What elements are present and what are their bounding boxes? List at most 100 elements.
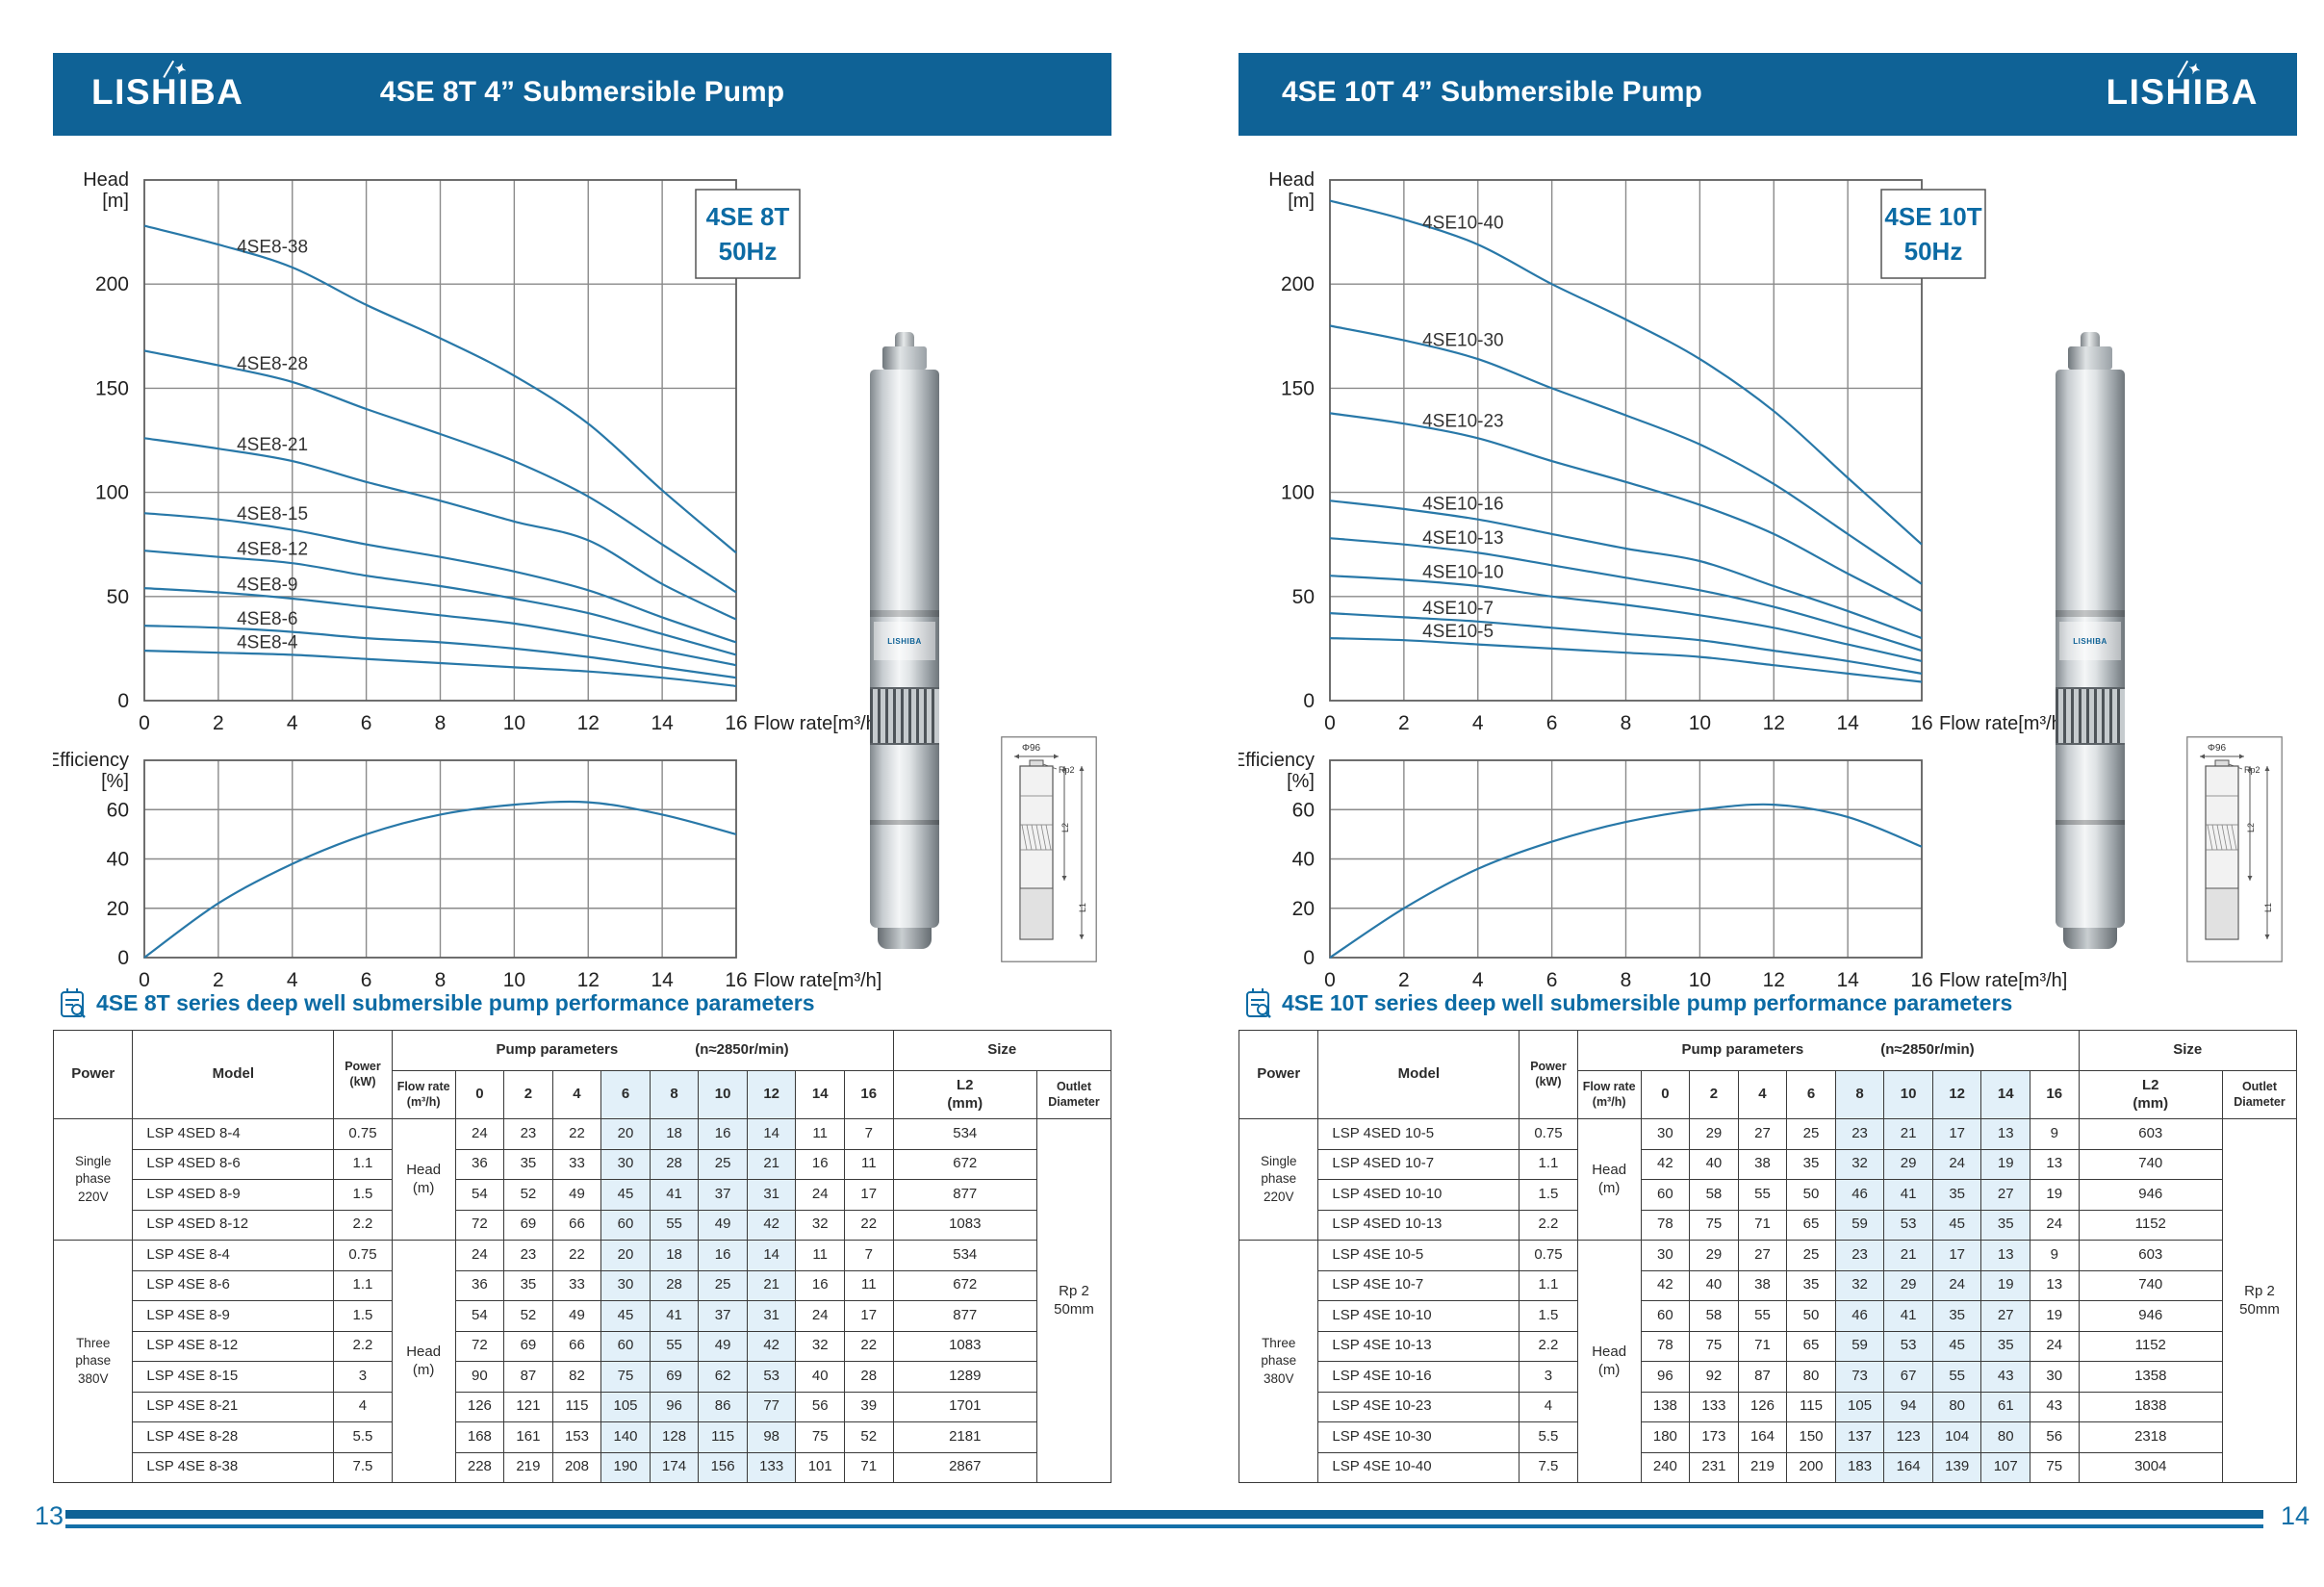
head-value-cell: 24 [454, 1118, 505, 1150]
svg-text:16: 16 [725, 712, 747, 734]
head-value-cell: 35 [1980, 1330, 2030, 1362]
head-value-cell: 78 [1640, 1209, 1691, 1241]
head-value-cell: 50 [1786, 1179, 1836, 1211]
head-value-cell: 60 [600, 1330, 651, 1362]
svg-text:Rp2: Rp2 [2244, 765, 2260, 775]
col-header-flow-4: 4 [1737, 1070, 1788, 1119]
head-value-cell: 16 [795, 1148, 845, 1180]
head-value-cell: 71 [843, 1451, 894, 1483]
head-value-cell: 16 [698, 1240, 748, 1271]
svg-text:10: 10 [503, 969, 525, 991]
phase-label: Single phase 220V [52, 1118, 134, 1241]
chart-grid [144, 180, 736, 701]
head-value-cell: 62 [698, 1361, 748, 1393]
head-value-cell: 11 [795, 1118, 845, 1150]
head-value-cell: 219 [503, 1451, 553, 1483]
power-kw-cell: 1.1 [333, 1148, 393, 1180]
head-value-cell: 139 [1931, 1451, 1982, 1483]
col-header-flow-16: 16 [2029, 1070, 2080, 1119]
table-title-right: 4SE 10T series deep well submersible pum… [1243, 983, 2012, 1023]
head-value-cell: 37 [698, 1179, 748, 1211]
table-row: LSP 4SE 10-30 5.5 180 173 164 150 137 123 104 80 5… [1239, 1421, 2297, 1453]
model-cell: LSP 4SED 10-10 [1317, 1179, 1520, 1211]
col-header-flow-6: 6 [600, 1070, 651, 1119]
head-value-cell: 65 [1786, 1209, 1836, 1241]
svg-text:0: 0 [1324, 969, 1336, 991]
head-value-cell: 40 [1689, 1148, 1739, 1180]
svg-text:Rp2: Rp2 [1059, 765, 1075, 775]
head-value-cell: 55 [1737, 1179, 1788, 1211]
svg-text:4SE10-30: 4SE10-30 [1422, 330, 1504, 350]
page-title: 4SE 10T 4” Submersible Pump [1282, 76, 1702, 108]
head-value-cell: 45 [600, 1300, 651, 1332]
pump-parameters-label: Pump parameters [496, 1041, 619, 1059]
model-cell: LSP 4SE 8-12 [132, 1330, 335, 1362]
l2-cell: 877 [892, 1300, 1037, 1332]
head-value-cell: 27 [1980, 1300, 2030, 1332]
model-cell: LSP 4SED 8-12 [132, 1209, 335, 1241]
svg-text:16: 16 [725, 969, 747, 991]
col-header-power-kw: Power (kW) [333, 1030, 393, 1119]
svg-text:[%]: [%] [101, 771, 129, 792]
svg-text:2: 2 [1398, 969, 1410, 991]
pump-bottom-cap [878, 928, 932, 949]
head-value-cell: 164 [1883, 1451, 1933, 1483]
model-cell: LSP 4SE 8-38 [132, 1451, 335, 1483]
head-value-cell: 11 [795, 1240, 845, 1271]
performance-table-4se8: Power Model Power (kW) Pump parameters (n≈285… [52, 1030, 1112, 1483]
col-header-flow-12: 12 [1931, 1070, 1982, 1119]
page-header-right: 4SE 10T 4” Submersible Pump LISHIBA ✦ [1239, 53, 2297, 136]
l2-cell: 603 [2078, 1240, 2223, 1271]
head-value-cell: 23 [1834, 1240, 1885, 1271]
head-value-cell: 33 [551, 1148, 602, 1180]
svg-text:20: 20 [107, 898, 129, 920]
model-cell: LSP 4SED 8-4 [132, 1118, 335, 1150]
head-value-cell: 55 [1737, 1300, 1788, 1332]
head-value-cell: 32 [795, 1330, 845, 1362]
head-value-cell: 219 [1737, 1451, 1788, 1483]
svg-text:16: 16 [1910, 969, 1932, 991]
head-value-cell: 21 [1883, 1240, 1933, 1271]
svg-text:4SE10-10: 4SE10-10 [1422, 562, 1504, 582]
head-value-cell: 61 [1980, 1391, 2030, 1422]
head-value-cell: 56 [795, 1391, 845, 1422]
table-row: Three phase 380V LSP 4SE 8-4 0.75 Head (m) 24 23… [52, 1240, 1111, 1483]
head-value-cell: 40 [795, 1361, 845, 1393]
head-value-cell: 25 [1786, 1240, 1836, 1271]
pump-photo: LISHIBA [2047, 332, 2133, 967]
head-value-cell: 168 [454, 1421, 505, 1453]
head-value-cell: 78 [1640, 1330, 1691, 1362]
head-value-cell: 231 [1689, 1451, 1739, 1483]
head-value-cell: 52 [503, 1300, 553, 1332]
col-header-flow-rate: Flow rate (m³/h) [1576, 1070, 1642, 1119]
l2-cell: 1152 [2078, 1209, 2223, 1241]
head-value-cell: 11 [843, 1148, 894, 1180]
col-header-power: Power [1238, 1030, 1319, 1119]
svg-text:4SE8-15: 4SE8-15 [237, 504, 308, 525]
head-value-cell: 17 [843, 1179, 894, 1211]
col-header-model: Model [1317, 1030, 1520, 1119]
head-value-cell: 31 [746, 1300, 797, 1332]
head-value-cell: 115 [698, 1421, 748, 1453]
chart-axis-labels: 0 2 4 6 8 10 12 14 16 0 50 100 150 200 Head[m] Flow rat… [1268, 169, 2067, 734]
table-row: LSP 4SED 8-12 2.2 72 69 66 60 55 49 42 32 22 1083 [54, 1209, 1111, 1241]
head-value-cell: 14 [746, 1118, 797, 1150]
svg-text:4SE10-40: 4SE10-40 [1422, 214, 1504, 234]
head-value-cell: 72 [454, 1209, 505, 1241]
head-value-cell: 35 [1786, 1269, 1836, 1301]
head-value-cell: 208 [551, 1451, 602, 1483]
head-value-cell: 28 [649, 1148, 700, 1180]
col-header-flow-14: 14 [1980, 1070, 2030, 1119]
svg-text:12: 12 [577, 712, 600, 734]
head-value-cell: 21 [746, 1269, 797, 1301]
head-value-cell: 67 [1883, 1361, 1933, 1393]
table-row: LSP 4SED 10-7 1.1 42 40 38 35 32 29 24 19 13 740 [1239, 1148, 2297, 1180]
power-kw-cell: 5.5 [1519, 1421, 1578, 1453]
power-kw-cell: 1.1 [1519, 1269, 1578, 1301]
head-value-cell: 23 [503, 1118, 553, 1150]
head-value-cell: 35 [1931, 1179, 1982, 1211]
head-value-cell: 72 [454, 1330, 505, 1362]
model-cell: LSP 4SE 8-6 [132, 1269, 335, 1301]
head-value-cell: 115 [551, 1391, 602, 1422]
